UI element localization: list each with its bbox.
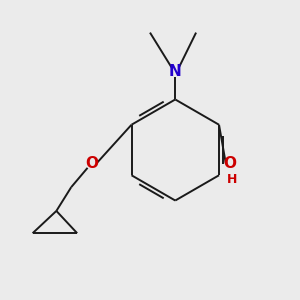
Text: O: O [85, 156, 98, 171]
Text: O: O [224, 156, 237, 171]
Text: N: N [169, 64, 182, 79]
Text: H: H [226, 173, 237, 186]
